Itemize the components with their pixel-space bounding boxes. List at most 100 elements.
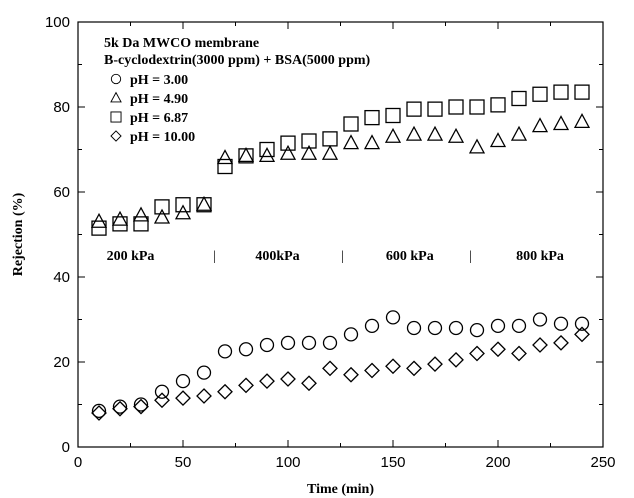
data-point-square xyxy=(175,197,191,213)
legend-item: pH = 6.87 xyxy=(110,111,188,126)
data-point-square xyxy=(427,101,443,117)
data-point-diamond xyxy=(280,371,296,387)
data-point-diamond xyxy=(322,360,338,377)
y-axis-title: Rejection (%) xyxy=(11,192,26,276)
data-point-square xyxy=(154,199,170,215)
data-point-square xyxy=(343,116,359,132)
data-point-circle xyxy=(217,344,233,359)
data-point-circle xyxy=(259,337,275,353)
pressure-separator: | xyxy=(469,249,472,264)
data-point-circle xyxy=(322,335,338,351)
pressure-label: 800 kPa xyxy=(516,249,564,264)
y-tick-label: 20 xyxy=(53,354,70,371)
data-point-square xyxy=(259,141,275,158)
data-point-diamond xyxy=(448,351,464,368)
data-point-diamond xyxy=(259,373,275,390)
series-diamond xyxy=(91,326,590,421)
x-tick-label: 0 xyxy=(74,454,82,471)
data-point-square xyxy=(385,107,401,124)
y-tick-labels: 0 20 40 60 80 100 xyxy=(45,14,70,456)
data-point-circle xyxy=(154,384,170,399)
data-point-circle xyxy=(490,318,506,334)
data-point-square xyxy=(364,109,380,126)
data-point-circle xyxy=(553,316,569,331)
data-point-diamond xyxy=(574,326,590,343)
data-point-diamond xyxy=(112,400,128,417)
data-point-circle xyxy=(448,320,464,336)
data-point-diamond xyxy=(511,345,527,362)
data-point-triangle xyxy=(552,115,570,131)
data-point-circle xyxy=(343,327,359,342)
data-point-square xyxy=(301,133,317,149)
data-point-square xyxy=(553,84,569,100)
axis-ticks xyxy=(77,21,604,448)
data-point-circle xyxy=(406,320,422,336)
y-tick-label: 80 xyxy=(53,99,70,116)
x-tick-label: 200 xyxy=(485,454,510,471)
data-point-circle xyxy=(133,397,149,412)
data-point-circle xyxy=(469,322,485,338)
data-point-triangle xyxy=(195,195,213,211)
data-point-triangle xyxy=(405,125,423,141)
x-tick-label: 250 xyxy=(590,454,615,471)
y-tick-label: 0 xyxy=(62,439,70,456)
legend-marker-circle xyxy=(110,73,122,85)
data-point-diamond xyxy=(91,405,107,421)
data-point-triangle xyxy=(363,134,381,150)
data-point-square xyxy=(511,90,527,107)
pressure-label: 600 kPa xyxy=(386,249,434,264)
data-point-circle xyxy=(532,312,548,327)
data-point-diamond xyxy=(532,337,548,353)
data-point-square xyxy=(406,101,422,117)
legend-marker-square xyxy=(110,111,122,123)
data-point-square xyxy=(196,197,212,213)
data-point-triangle xyxy=(384,127,402,143)
data-point-diamond xyxy=(154,392,170,409)
pressure-separator: | xyxy=(341,249,344,264)
data-point-square xyxy=(217,158,233,175)
data-point-triangle xyxy=(111,210,129,226)
pressure-separator: | xyxy=(213,249,216,264)
data-markers xyxy=(90,84,591,421)
data-point-triangle xyxy=(510,125,528,141)
data-point-diamond xyxy=(217,383,233,400)
data-point-square xyxy=(112,216,128,232)
data-point-circle xyxy=(427,320,443,336)
data-point-triangle xyxy=(573,113,591,129)
data-point-triangle xyxy=(489,132,507,148)
pressure-label: 200 kPa xyxy=(107,249,155,264)
data-point-diamond xyxy=(301,375,317,392)
legend-marker-triangle xyxy=(110,91,122,103)
data-point-triangle xyxy=(279,144,297,160)
data-point-square xyxy=(532,86,548,102)
legend-label: pH = 6.87 xyxy=(130,111,188,126)
data-point-diamond xyxy=(175,390,191,407)
data-point-circle xyxy=(112,399,128,414)
data-point-square xyxy=(280,135,296,151)
data-point-diamond xyxy=(553,334,569,351)
data-point-diamond xyxy=(364,362,380,379)
data-point-triangle xyxy=(132,206,150,222)
x-tick-label: 100 xyxy=(275,454,300,471)
series-circle xyxy=(91,310,590,419)
pressure-annotations: 200 kPa 400kPa 600 kPa 800 kPa | | | xyxy=(107,249,564,264)
chart-title-line-1: 5k Da MWCO membrane xyxy=(104,36,259,51)
y-tick-label: 100 xyxy=(45,14,70,31)
series-square xyxy=(91,84,590,236)
data-point-triangle xyxy=(216,149,234,165)
legend-item: pH = 10.00 xyxy=(110,130,195,145)
data-point-circle xyxy=(238,342,254,357)
data-point-circle xyxy=(196,365,212,380)
data-point-square xyxy=(133,216,149,232)
legend-item: pH = 4.90 xyxy=(110,91,188,107)
data-point-triangle xyxy=(258,147,276,163)
data-point-diamond xyxy=(238,377,254,394)
legend-item: pH = 3.00 xyxy=(110,73,188,88)
data-point-triangle xyxy=(531,117,549,133)
data-point-circle xyxy=(511,318,527,334)
data-point-diamond xyxy=(133,398,149,415)
data-point-circle xyxy=(175,373,191,389)
data-point-triangle xyxy=(342,134,360,150)
legend-label: pH = 4.90 xyxy=(130,92,188,107)
